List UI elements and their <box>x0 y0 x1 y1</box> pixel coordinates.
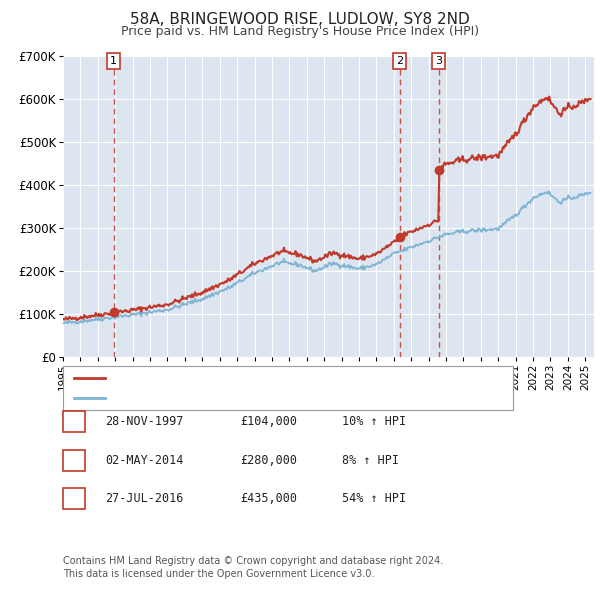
Text: This data is licensed under the Open Government Licence v3.0.: This data is licensed under the Open Gov… <box>63 569 374 579</box>
Text: 27-JUL-2016: 27-JUL-2016 <box>105 492 184 505</box>
Text: £435,000: £435,000 <box>240 492 297 505</box>
Text: 10% ↑ HPI: 10% ↑ HPI <box>342 415 406 428</box>
Text: £280,000: £280,000 <box>240 454 297 467</box>
Text: Price paid vs. HM Land Registry's House Price Index (HPI): Price paid vs. HM Land Registry's House … <box>121 25 479 38</box>
Text: 58A, BRINGEWOOD RISE, LUDLOW, SY8 2ND: 58A, BRINGEWOOD RISE, LUDLOW, SY8 2ND <box>130 12 470 27</box>
Text: 58A, BRINGEWOOD RISE, LUDLOW, SY8 2ND (detached house): 58A, BRINGEWOOD RISE, LUDLOW, SY8 2ND (d… <box>112 373 461 383</box>
Text: 2: 2 <box>70 454 77 467</box>
Text: 8% ↑ HPI: 8% ↑ HPI <box>342 454 399 467</box>
Text: £104,000: £104,000 <box>240 415 297 428</box>
Text: 28-NOV-1997: 28-NOV-1997 <box>105 415 184 428</box>
Text: 02-MAY-2014: 02-MAY-2014 <box>105 454 184 467</box>
Text: HPI: Average price, detached house, Shropshire: HPI: Average price, detached house, Shro… <box>112 393 378 402</box>
Text: 54% ↑ HPI: 54% ↑ HPI <box>342 492 406 505</box>
Text: 2: 2 <box>396 56 403 66</box>
Text: 1: 1 <box>70 415 77 428</box>
Text: 3: 3 <box>435 56 442 66</box>
Text: 3: 3 <box>70 492 77 505</box>
Text: 1: 1 <box>110 56 117 66</box>
Text: Contains HM Land Registry data © Crown copyright and database right 2024.: Contains HM Land Registry data © Crown c… <box>63 556 443 566</box>
